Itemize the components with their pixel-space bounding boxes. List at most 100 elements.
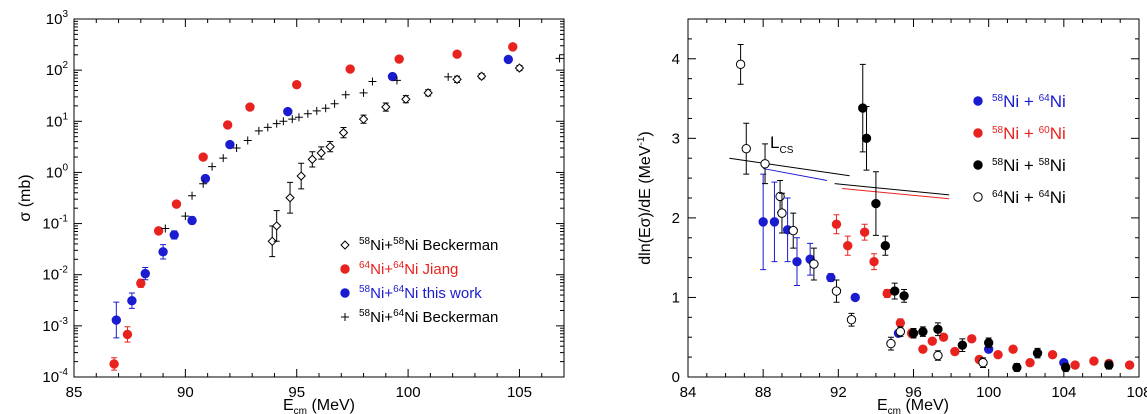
data-point [271,221,282,231]
y-tick-label: 0 [672,369,680,386]
data-point [831,286,842,296]
x-tick-label: 100 [976,384,1001,401]
data-point [359,88,368,97]
data-point [368,77,377,86]
data-point [1089,356,1099,366]
data-point [111,315,122,325]
data-point [169,230,179,240]
data-point [758,217,768,227]
x-tick-label: 90 [177,384,194,401]
data-point [288,115,297,124]
data-point [918,326,928,337]
data-point [777,208,787,218]
data-point [307,154,318,165]
data-point [187,215,197,226]
data-point [1061,362,1071,373]
right-x-axis-label: Ecm (MeV) [877,397,949,414]
y-tick-label: 3 [672,130,680,147]
data-point [908,328,919,338]
data-point [345,64,355,74]
data-point [245,102,255,112]
data-point [423,88,433,98]
legend-label: 58Ni + 64Ni [992,92,1066,111]
data-point [303,109,312,118]
data-point [927,336,937,346]
right-axis-ticks: 84 88 92 96 100 104 108 0 1 2 3 4 [672,18,1147,401]
legend-marker [340,288,350,298]
data-point [503,54,514,65]
data-point [200,173,211,184]
data-point [933,324,943,334]
data-point [957,340,968,350]
x-tick-label: 105 [507,384,532,401]
legend-marker [340,264,350,274]
data-point [1008,344,1018,354]
data-point [387,71,398,82]
legend-label: 58Ni+64Ni Beckerman [359,308,498,326]
legend-label: 64Ni + 64Ni [992,188,1066,207]
data-point [198,152,208,162]
data-point [895,318,906,328]
data-point [938,332,949,342]
data-point [1032,348,1043,358]
data-point [267,236,277,247]
data-point [452,49,462,59]
data-point [983,338,994,348]
y-tick-label: 10-3 [42,316,68,335]
y-tick-label: 10-1 [42,214,68,233]
data-point [272,119,281,128]
right-lcs-lines [729,157,950,200]
x-tick-label: 92 [830,384,847,401]
legend-label: 64Ni+64Ni Jiang [359,260,458,278]
lcs-line [729,157,850,177]
data-point [153,226,164,236]
data-point [967,334,977,344]
data-point [918,344,928,354]
y-tick-label: 4 [672,51,680,68]
data-point [555,54,564,63]
data-point [826,272,836,283]
x-tick-label: 85 [66,384,83,401]
data-point [735,59,746,70]
x-tick-label: 104 [1051,384,1076,401]
data-point [294,113,303,122]
y-tick-label: 10-4 [42,367,68,386]
data-point [279,117,288,126]
y-tick-label: 10-2 [42,265,68,284]
left-y-axis-label: σ (mb) [17,174,34,221]
data-point [843,241,853,251]
y-tick-label: 102 [46,60,69,79]
data-point [381,102,391,112]
data-point [858,103,868,113]
data-point [225,139,235,150]
data-point [993,350,1003,360]
x-tick-label: 108 [1126,384,1147,401]
data-point [831,219,842,229]
data-point [208,162,217,171]
data-point [1124,360,1135,370]
data-point [222,120,233,130]
data-point [219,154,228,163]
data-point [394,54,404,64]
y-tick-label: 1 [672,289,680,306]
data-point [452,74,462,85]
data-point [792,256,802,267]
data-point [880,241,891,251]
data-point [760,159,770,169]
data-point [338,127,349,138]
x-tick-label: 95 [288,384,305,401]
data-point [292,79,302,90]
x-tick-label: 88 [755,384,772,401]
data-point [325,141,335,152]
data-point [444,72,453,81]
data-point [886,338,896,349]
data-point [895,326,906,337]
data-point [933,350,943,361]
data-point [358,114,369,124]
data-point [859,227,870,237]
right-data-marks [735,43,1135,373]
data-point [136,278,146,288]
right-y-axis-label: dln(Eσ)/dE (MeV-1) [636,131,654,264]
data-point [392,76,401,85]
legend-marker [973,128,983,138]
